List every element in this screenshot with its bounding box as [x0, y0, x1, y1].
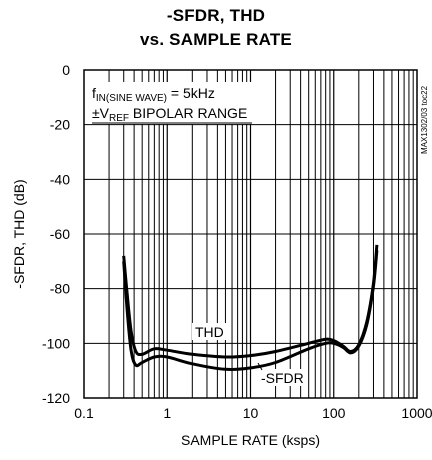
y-tick-label: -100	[42, 335, 70, 351]
side-label: MAX1302/03 toc22	[420, 85, 429, 154]
series-label-sfdr: -SFDR	[261, 370, 304, 386]
annotation-frequency: fIN(SINE WAVE) = 5kHz	[92, 85, 215, 104]
curves	[122, 244, 379, 372]
plot-frame	[83, 69, 418, 399]
y-axis-label: -SFDR, THD (dB)	[11, 179, 27, 288]
sfdr-label-background	[259, 369, 307, 386]
x-tick-label: 1000	[401, 405, 432, 421]
x-tick-label: 100	[322, 405, 346, 421]
tick-labels: 0.1 1 10 100 1000 0 -20 -40 -60 -80 -100 -120	[42, 62, 432, 421]
thd-label-background	[192, 323, 226, 340]
y-tick-label: -60	[50, 226, 70, 242]
chart-title-line1: -SFDR, THD	[166, 6, 266, 25]
y-tick-label: -20	[50, 117, 70, 133]
x-axis-label: SAMPLE RATE (ksps)	[181, 432, 320, 448]
x-tick-label: 1	[163, 405, 171, 421]
y-tick-label: -80	[50, 281, 70, 297]
y-tick-label: -120	[42, 390, 70, 406]
x-tick-label: 0.1	[74, 405, 94, 421]
y-tick-label: 0	[62, 62, 70, 78]
y-tick-label: -40	[50, 171, 70, 187]
annotation-background	[88, 82, 258, 124]
series-line	[122, 250, 379, 372]
annotation-range: ±VREF BIPOLAR RANGE	[92, 105, 247, 124]
sfdr-label-leader	[257, 362, 263, 371]
x-tick-label: 10	[243, 405, 259, 421]
grid	[84, 70, 417, 398]
series-label-thd: THD	[195, 324, 224, 340]
chart-title-line2: vs. SAMPLE RATE	[140, 30, 292, 49]
